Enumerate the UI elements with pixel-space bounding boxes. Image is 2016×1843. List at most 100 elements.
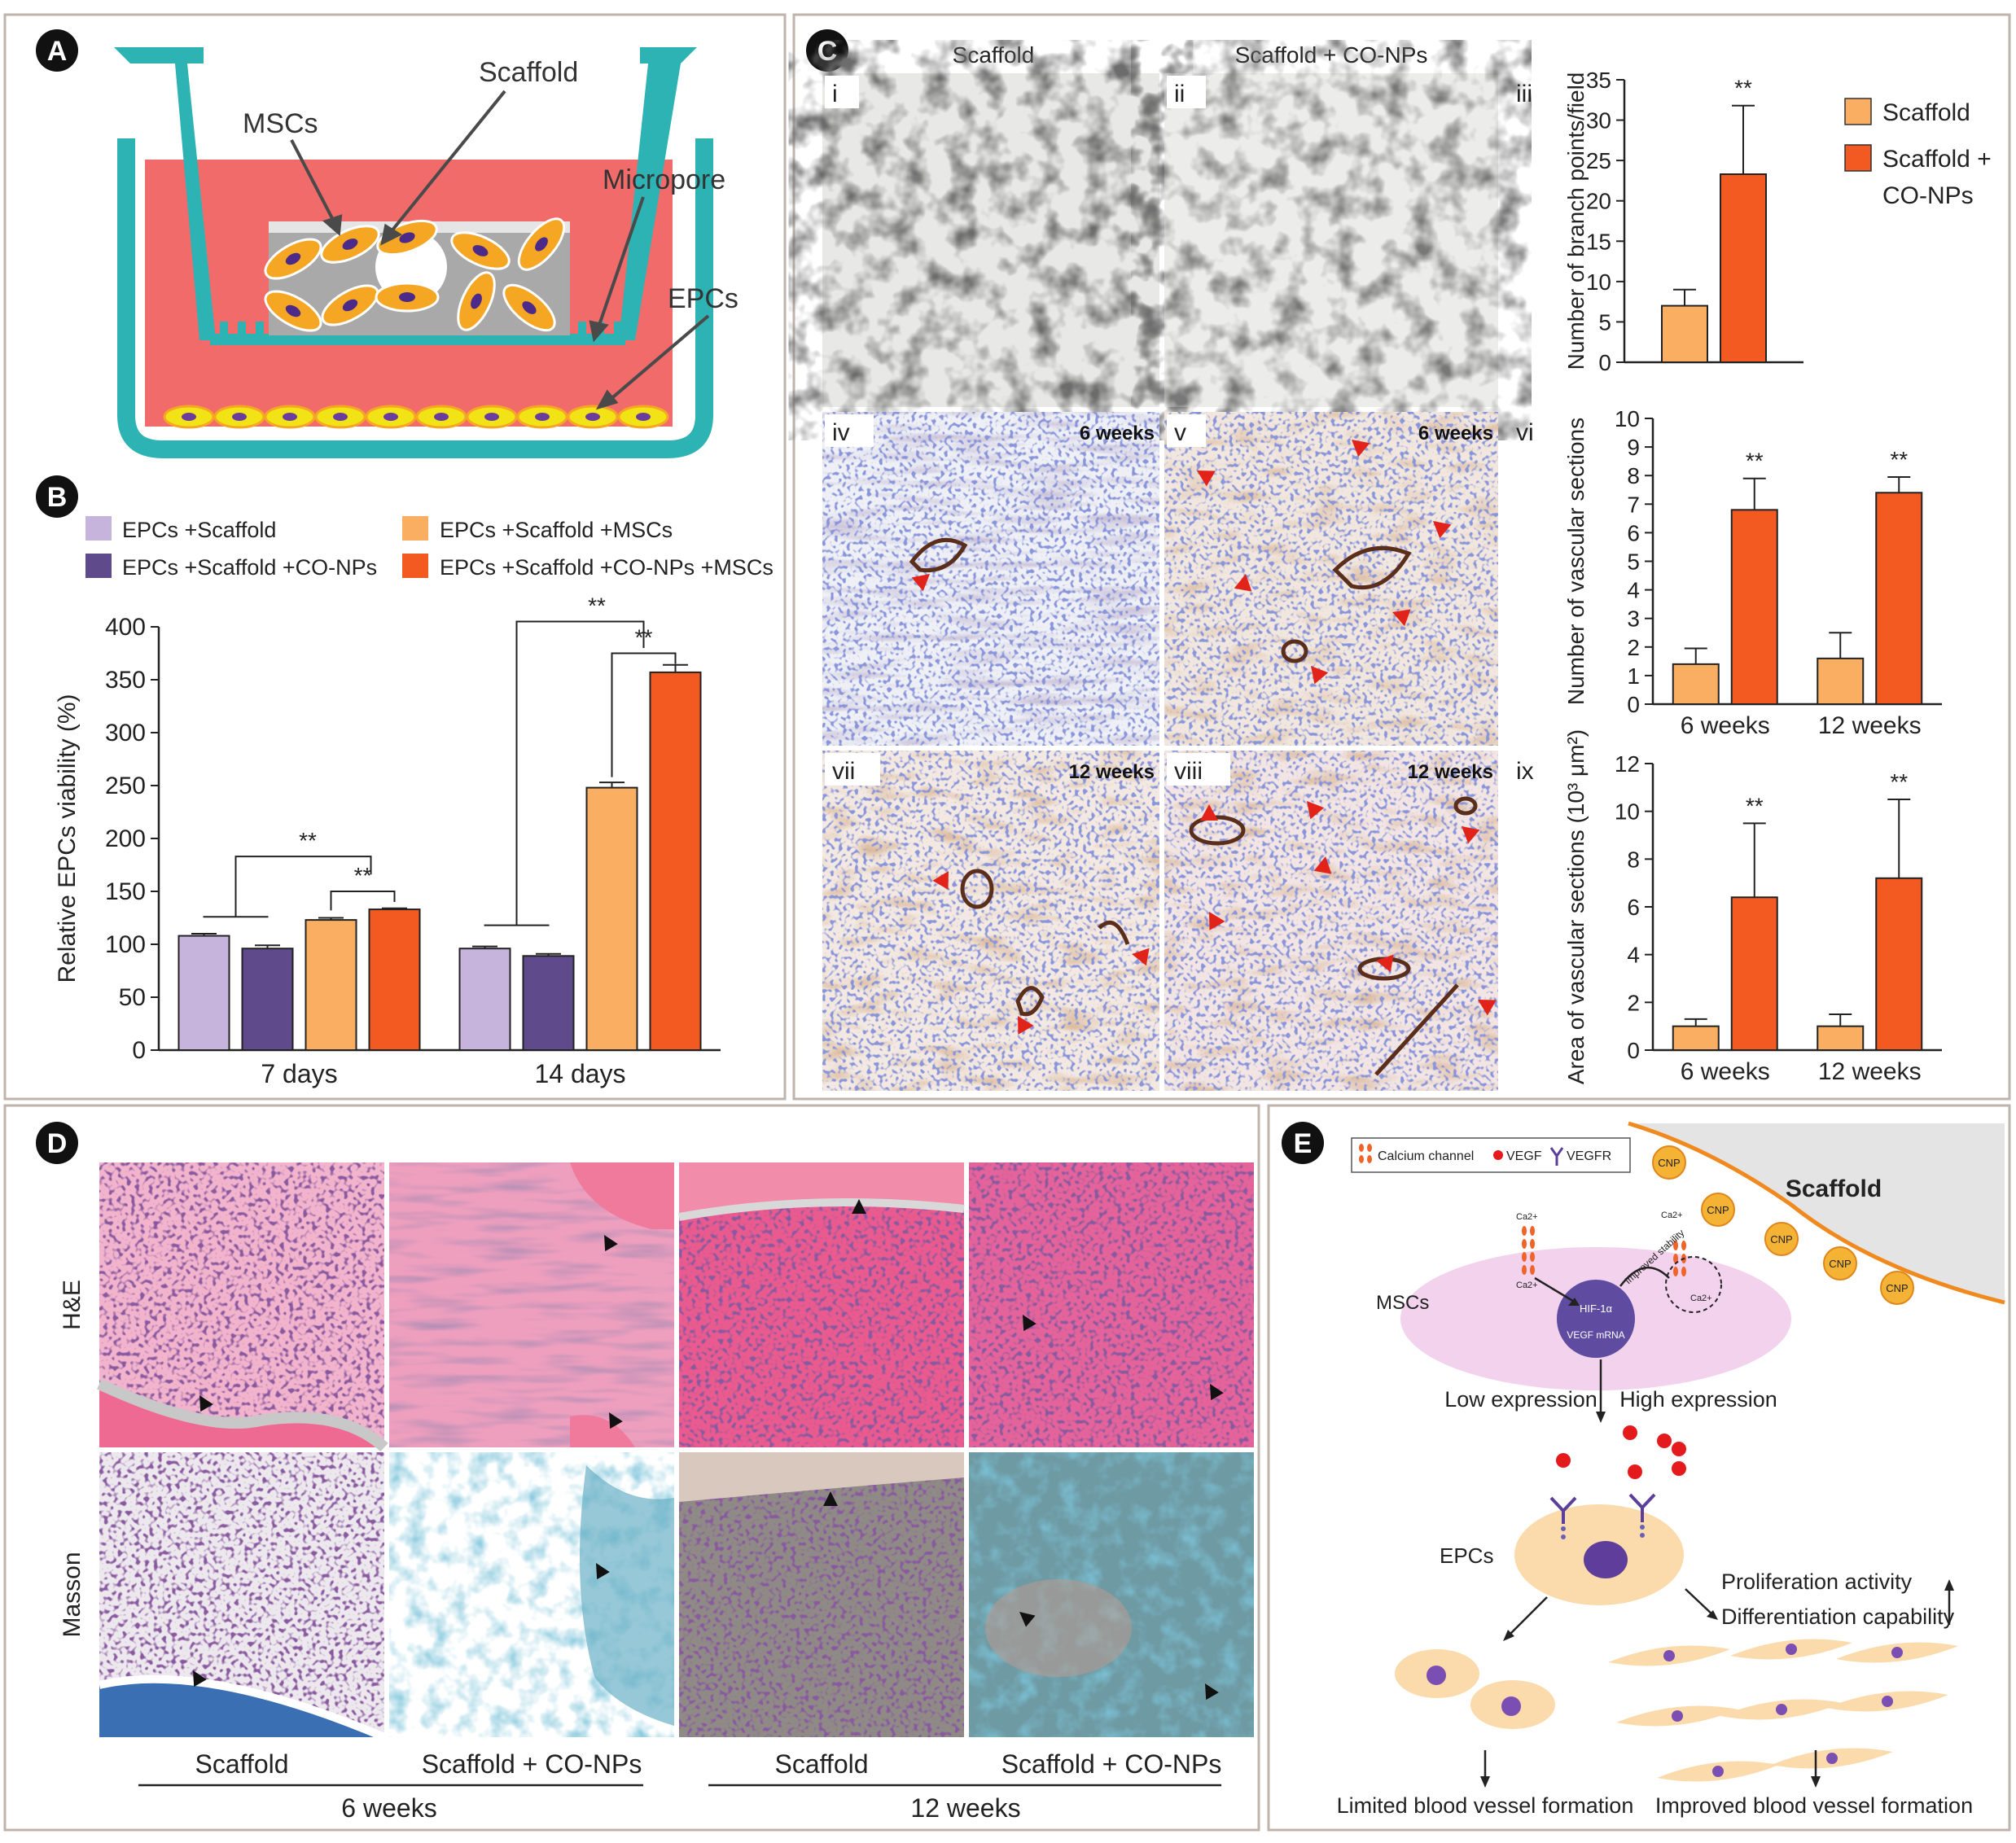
msc-nucleus — [535, 237, 548, 252]
chart-b: 0 50 100 150 200 250 300 350 400 Relative EPCs vi… — [54, 593, 721, 1088]
x-category-label: 12 weeks — [1818, 1058, 1922, 1085]
vegfr-receptors — [1549, 1493, 1656, 1524]
insert-right-wall — [607, 47, 697, 340]
red-arrowhead — [1352, 440, 1370, 457]
y-tick-label: 50 — [119, 984, 146, 1011]
label-scaffold: Scaffold — [479, 57, 578, 88]
legend-swatch-b2 — [85, 554, 112, 578]
image-vii — [822, 751, 1159, 1091]
receptor-dots — [1561, 1525, 1645, 1539]
scaffold-region — [1628, 1123, 2005, 1302]
red-arrowhead — [1478, 1000, 1497, 1016]
y-tick-label: 0 — [1627, 692, 1640, 717]
bar — [458, 948, 511, 1051]
bracket — [611, 652, 677, 777]
y-tick-label: 250 — [105, 773, 146, 799]
bracket — [515, 620, 645, 926]
y-tick-label: 150 — [105, 878, 146, 905]
week-label-vii: 12 weeks — [1069, 761, 1155, 783]
micropore-tooth — [256, 322, 264, 336]
y-tick-label: 12 — [1615, 751, 1640, 777]
significance-label: ** — [1746, 449, 1764, 474]
msc-label: MSCs — [1376, 1292, 1429, 1314]
legend-label-b1: EPCs +Scaffold — [122, 518, 276, 542]
y-tick-label: 8 — [1627, 463, 1640, 488]
epc-nucleus — [1584, 1541, 1628, 1578]
y-tick-label: 10 — [1615, 406, 1640, 431]
ca-label-1: Ca2+ — [1516, 1212, 1538, 1222]
y-tick-label: 0 — [1627, 1038, 1640, 1063]
bar — [1875, 877, 1923, 1052]
legend-label-b3: EPCs +Scaffold +MSCs — [440, 518, 673, 542]
red-arrowheads — [911, 440, 1497, 1035]
y-tick-label: 400 — [105, 614, 146, 641]
legend-swatch-b4 — [402, 554, 428, 578]
black-arrowhead — [1205, 1683, 1219, 1701]
bar — [1720, 173, 1767, 363]
black-arrowhead — [604, 1235, 618, 1252]
significance-label: ** — [635, 625, 653, 650]
bar — [1817, 657, 1865, 706]
x-category-label: 6 weeks — [1681, 1058, 1770, 1085]
bar — [1661, 304, 1708, 364]
panel-frame-d — [3, 1104, 1260, 1832]
spindle-nucleus — [1663, 1650, 1675, 1661]
panel-d-images — [97, 1162, 1254, 1741]
bar — [585, 786, 638, 1051]
y-tick-label: 25 — [1586, 148, 1611, 173]
cnp-label: CNP — [1658, 1157, 1680, 1169]
bar — [649, 671, 702, 1052]
panel-frame-c — [792, 13, 2011, 1101]
significance-label: ** — [1734, 76, 1752, 101]
significance-label: ** — [1890, 769, 1908, 795]
black-arrowhead — [823, 1491, 838, 1506]
callout-arrows — [290, 90, 710, 410]
roman-i: i — [832, 81, 838, 107]
bar — [368, 908, 421, 1051]
x-category-label: 14 days — [534, 1059, 625, 1088]
epc-nucleus — [434, 413, 449, 421]
red-arrowhead — [911, 574, 930, 592]
chart-c-ix: 0 2 4 6 8 10 12 Area of vascular sections (10³ … — [1563, 729, 1942, 1085]
black-arrowhead — [1210, 1384, 1224, 1401]
e-legend-box — [1351, 1137, 1631, 1173]
y-tick-label: 6 — [1627, 895, 1640, 920]
black-arrowhead — [852, 1199, 866, 1214]
cnp-particle — [1764, 1222, 1799, 1256]
bar — [1817, 1025, 1865, 1051]
bracket — [234, 856, 372, 917]
col-label-d3: Scaffold — [774, 1749, 868, 1779]
msc-nucleus — [285, 252, 301, 265]
improved-formation: Improved blood vessel formation — [1655, 1793, 1973, 1818]
chart-c-vi: 0 1 2 3 4 5 6 7 8 9 10 Number of vascular sections 6… — [1563, 406, 1942, 739]
bar — [522, 955, 575, 1052]
scaffold-label: Scaffold — [1786, 1175, 1882, 1202]
panel-letter-a: A — [36, 29, 78, 72]
bar — [1672, 1025, 1720, 1051]
panel-frame-e — [1267, 1104, 2011, 1832]
epc-label: EPCs — [1440, 1543, 1493, 1568]
red-arrowhead — [1132, 948, 1150, 966]
panel-b-legend: EPCs +Scaffold EPCs +Scaffold +CO-NPs EP… — [85, 516, 774, 580]
bar — [1730, 509, 1778, 705]
msc-cell — [264, 238, 322, 280]
row-label-he: H&E — [59, 1280, 85, 1330]
low-expression: Low expression — [1444, 1387, 1597, 1412]
msc-cell — [450, 231, 511, 270]
y-tick-label: 5 — [1598, 309, 1611, 335]
red-arrowhead — [1018, 1016, 1034, 1035]
red-arrowhead — [1376, 954, 1394, 973]
black-arrowhead — [1019, 1612, 1036, 1627]
week-label-v: 6 weeks — [1418, 422, 1493, 444]
panel-letter-c: C — [806, 29, 848, 72]
msc-cell — [375, 282, 440, 313]
black-arrowheads — [193, 1199, 1224, 1701]
y-tick-label: 2 — [1627, 635, 1640, 660]
svg-text:A: A — [47, 36, 68, 67]
y-tick-label: 10 — [1615, 799, 1640, 825]
bar — [177, 935, 230, 1051]
black-arrowhead — [199, 1395, 213, 1412]
spindle-nucleus — [1786, 1644, 1797, 1655]
